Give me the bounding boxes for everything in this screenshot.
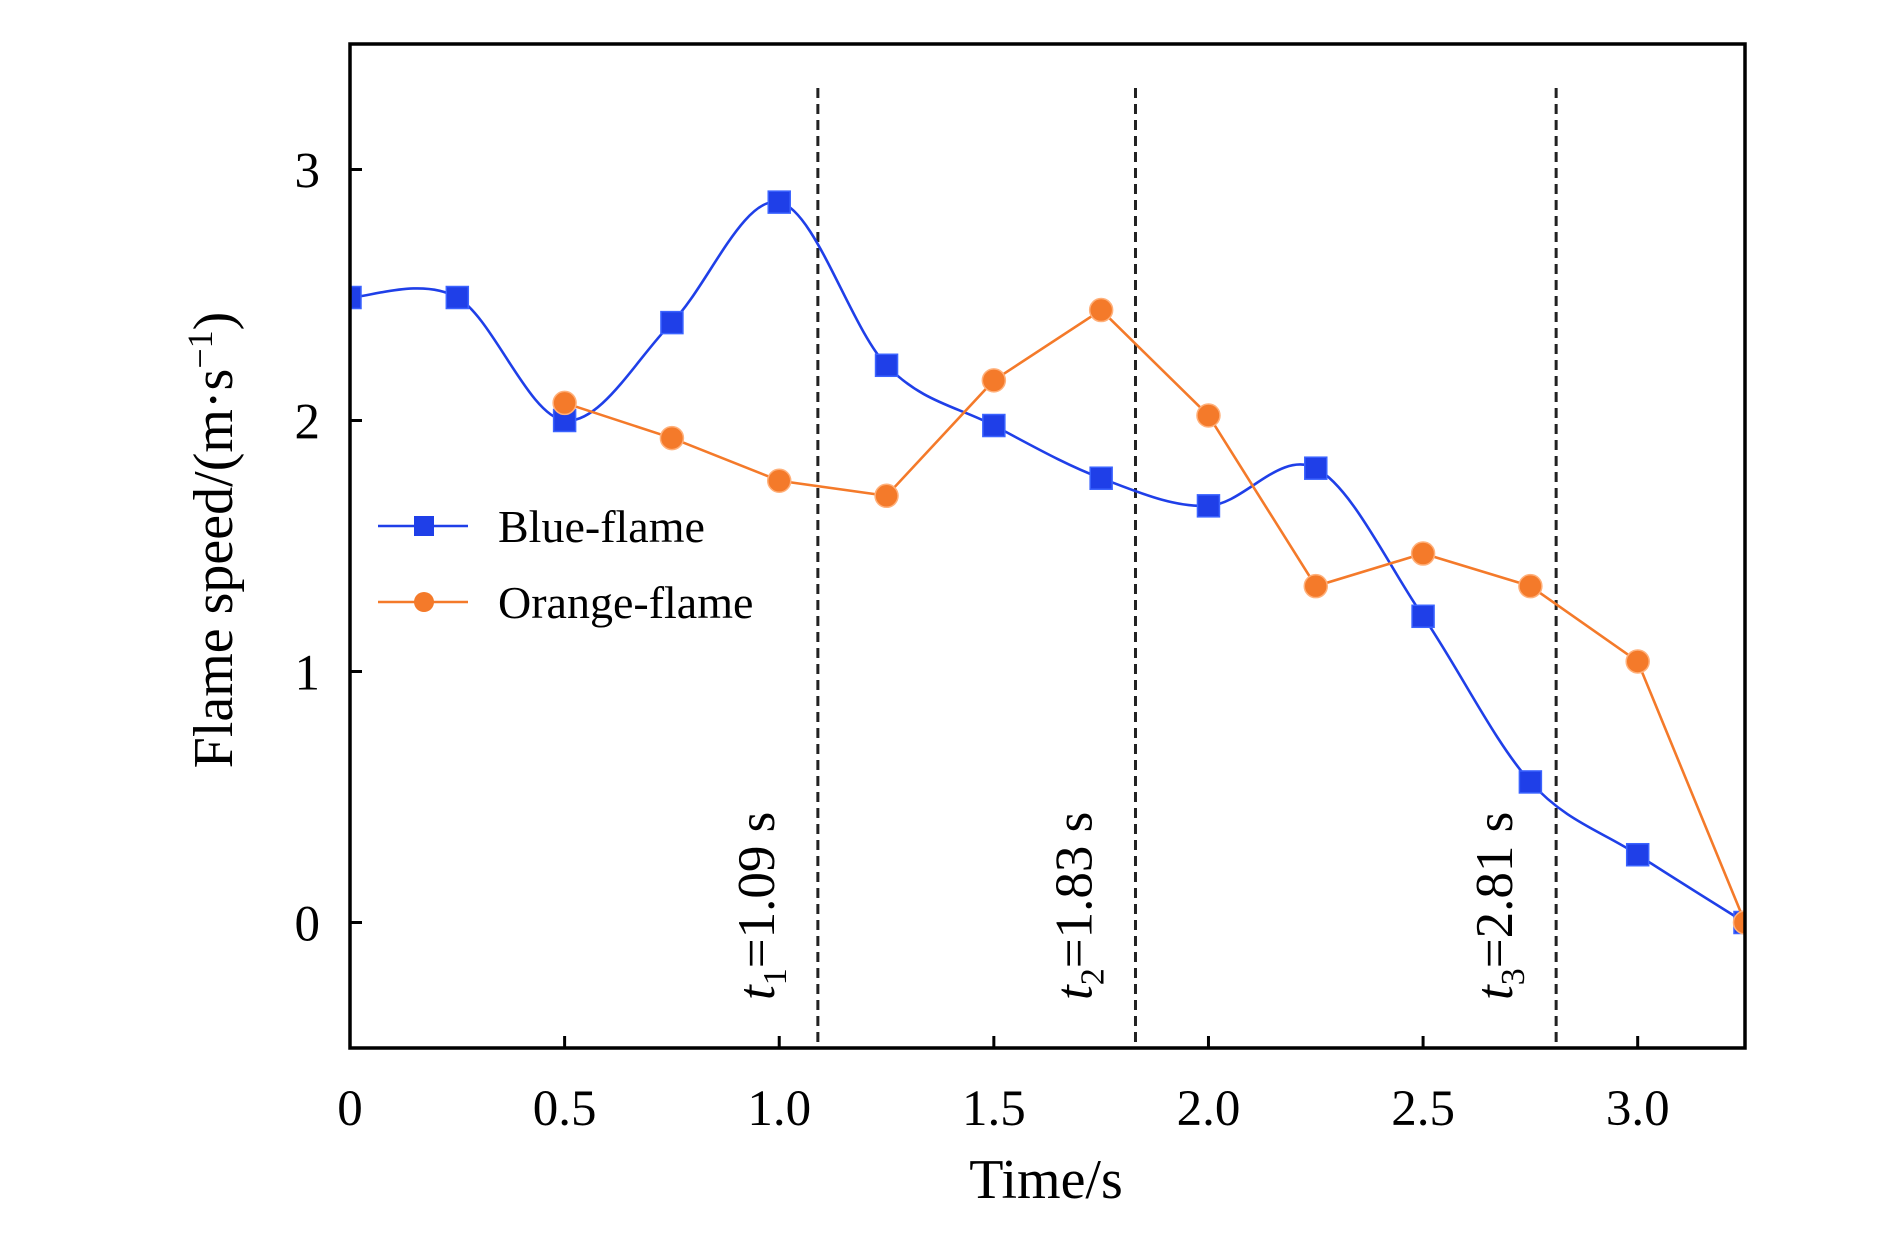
data-point-orange-flame [766, 468, 792, 493]
reference-label-t2: t2=1.83 s [1045, 812, 1111, 1000]
series-orange-flame [552, 297, 1745, 935]
data-point-blue-flame [1304, 456, 1328, 480]
series-line-blue-flame [350, 200, 1745, 924]
x-tick-label: 0.5 [533, 1081, 597, 1137]
data-point-orange-flame [552, 390, 577, 416]
axes-layer: 0 0.5 1.0 1.5 2.0 2.5 3.0 0 1 2 3 [295, 42, 1747, 1137]
data-point-blue-flame [1625, 842, 1650, 867]
data-point-blue-flame [1411, 604, 1435, 629]
data-point-orange-flame [874, 483, 899, 509]
data-point-orange-flame [1732, 910, 1745, 935]
y-axis-title: Flame speed/(m·s−1) [180, 312, 245, 769]
y-tick-label: 2 [295, 395, 321, 451]
data-point-blue-flame [660, 310, 684, 335]
y-axis-title-main: Flame speed/(m·s [183, 369, 245, 769]
data-point-blue-flame [1518, 770, 1543, 794]
data-point-blue-flame [982, 413, 1006, 438]
legend-marker-orange-flame [414, 592, 434, 612]
data-point-blue-flame [767, 190, 791, 214]
y-tick-label: 3 [295, 144, 321, 200]
plot-frame [348, 42, 1747, 1050]
data-point-orange-flame [1410, 541, 1436, 566]
axis-titles: Time/s Flame speed/(m·s−1) [180, 312, 1123, 1211]
legend-label-blue-flame: Blue-flame [498, 501, 705, 552]
x-axis-title: Time/s [969, 1149, 1123, 1211]
reference-label-sub: 3 [1495, 968, 1532, 985]
data-point-orange-flame [1196, 403, 1221, 428]
y-axis-title-sup: −1 [180, 330, 220, 368]
data-point-blue-flame [350, 285, 362, 310]
reference-label-var: t [1045, 984, 1103, 1000]
data-point-orange-flame [1088, 297, 1114, 323]
reference-label-var: t [1466, 984, 1524, 1000]
reference-label-sub: 2 [1074, 968, 1111, 985]
data-point-blue-flame [445, 285, 470, 310]
x-tick-label: 3.0 [1606, 1081, 1670, 1137]
series-line-orange-flame [564, 308, 1745, 923]
x-tick-label: 2.0 [1177, 1081, 1241, 1137]
data-point-orange-flame [1625, 649, 1650, 674]
legend: Blue-flame Orange-flame [378, 501, 753, 628]
legend-item-orange-flame: Orange-flame [378, 577, 753, 628]
reference-label-t1: t1=1.09 s [728, 812, 794, 1000]
data-point-blue-flame [1089, 466, 1113, 490]
reference-label-sub: 1 [757, 968, 794, 985]
reference-label-t3: t3=2.81 s [1466, 812, 1532, 1000]
data-point-orange-flame [1303, 573, 1329, 599]
x-tick-label: 1.0 [747, 1081, 811, 1137]
reference-label-text: =1.83 s [1045, 812, 1103, 969]
plot-layer: t1=1.09 st2=1.83 st3=2.81 s [350, 88, 1745, 1048]
data-point-blue-flame [874, 353, 899, 378]
data-point-orange-flame [981, 368, 1007, 393]
x-tick-label: 2.5 [1391, 1081, 1455, 1137]
reference-label-text: =1.09 s [728, 812, 786, 969]
x-tick-label: 0 [337, 1081, 363, 1137]
reference-label-var: t [728, 984, 786, 1000]
legend-label-orange-flame: Orange-flame [498, 577, 753, 628]
legend-marker-blue-flame [414, 516, 434, 536]
legend-item-blue-flame: Blue-flame [378, 501, 705, 552]
data-point-orange-flame [1518, 573, 1543, 599]
y-axis-title-close: ) [183, 312, 245, 331]
data-point-orange-flame [659, 425, 685, 451]
data-point-blue-flame [1196, 494, 1221, 518]
x-tick-label: 1.5 [962, 1081, 1026, 1137]
y-tick-label: 0 [295, 897, 321, 953]
reference-label-text: =2.81 s [1466, 812, 1524, 969]
y-tick-label: 1 [295, 646, 321, 702]
